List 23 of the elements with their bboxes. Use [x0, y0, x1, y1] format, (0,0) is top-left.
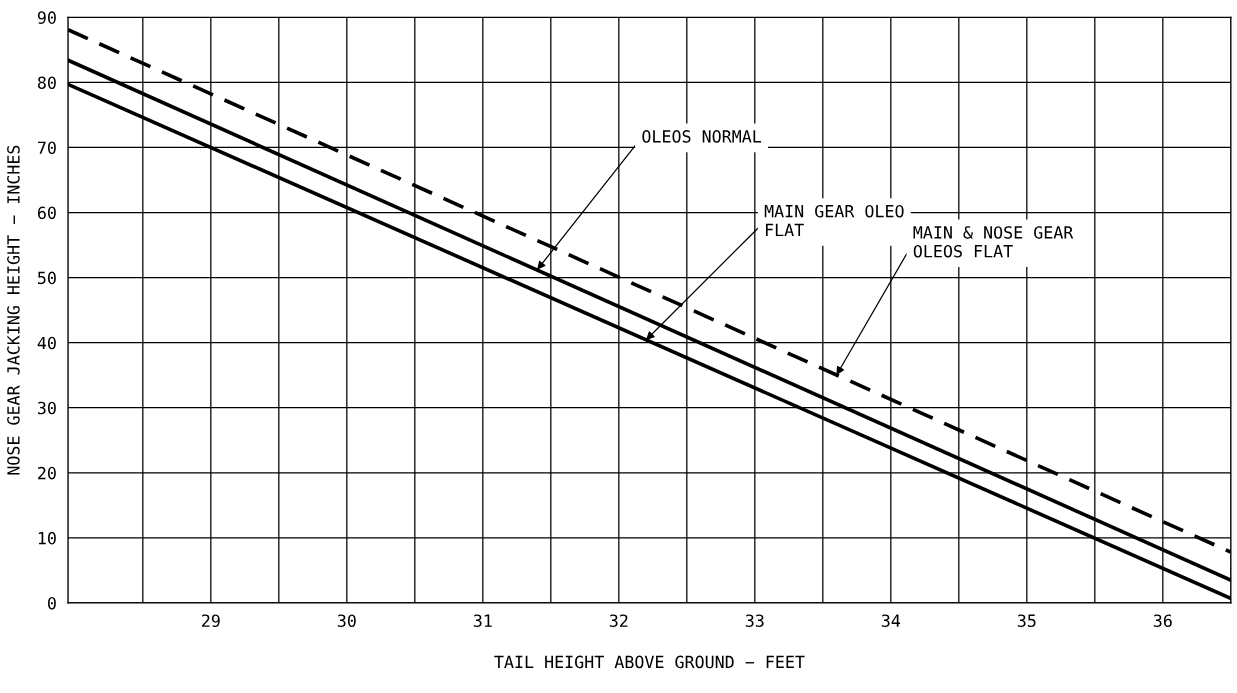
- y-tick-label: 30: [37, 401, 56, 415]
- x-axis-title: TAIL HEIGHT ABOVE GROUND − FEET: [494, 655, 805, 669]
- y-tick-label: 10: [38, 531, 56, 545]
- x-tick-label: 32: [609, 614, 628, 628]
- x-tick-label: 31: [473, 614, 492, 628]
- annotation: OLEOS NORMAL: [642, 130, 762, 143]
- y-tick-label: 40: [37, 336, 56, 350]
- x-tick-label: 35: [1017, 614, 1036, 628]
- y-tick-label: 0: [47, 596, 56, 610]
- x-tick-label: 36: [1153, 614, 1172, 628]
- x-tick-label: 34: [881, 614, 901, 628]
- y-axis-title: NOSE GEAR JACKING HEIGHT − INCHES: [7, 145, 20, 475]
- x-tick-label: 29: [202, 614, 220, 628]
- y-tick-label: 60: [37, 206, 56, 220]
- annotation: MAIN & NOSE GEAR OLEOS FLAT: [913, 226, 1074, 258]
- y-tick-label: 80: [37, 76, 56, 89]
- x-tick-label: 30: [337, 614, 356, 628]
- x-tick-label: 33: [745, 614, 764, 628]
- y-tick-label: 70: [37, 141, 56, 155]
- y-tick-label: 50: [38, 271, 56, 285]
- y-tick-label: 90: [37, 11, 56, 24]
- annotation: MAIN GEAR OLEO FLAT: [764, 204, 904, 237]
- y-tick-label: 20: [38, 466, 56, 480]
